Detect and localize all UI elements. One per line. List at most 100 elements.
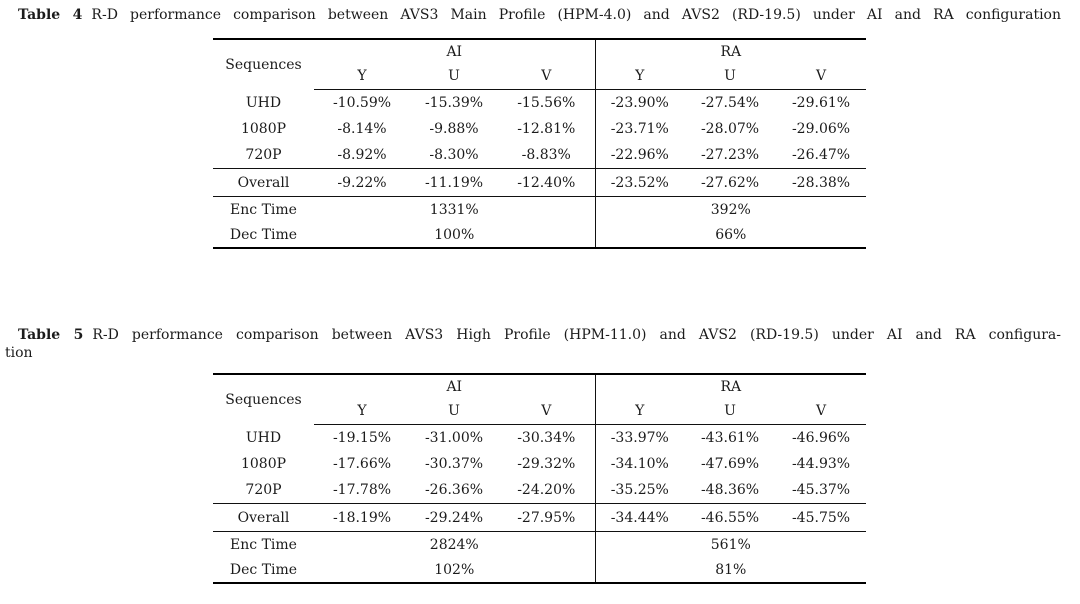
table-row-dec-time: Dec Time 102% 81% [213, 557, 867, 583]
table5-caption-text: R-D performance comparison between AVS3 … [92, 327, 1062, 343]
col-header-sequences: Sequences [225, 391, 302, 408]
table-row-dec-time: Dec Time 100% 66% [213, 222, 867, 248]
value-cell: -28.38% [776, 168, 867, 197]
value-cell: -23.52% [594, 168, 685, 197]
table-row-uhd: UHD -10.59% -15.39% -15.56% -23.90% -27.… [213, 89, 866, 116]
table-row-720p: 720P -8.92% -8.30% -8.83% -22.96% -27.23… [213, 142, 866, 169]
table4-caption-label: Table 4 [18, 7, 83, 23]
col-header-ai-u: U [410, 398, 498, 425]
col-header-ra-u: U [684, 398, 777, 425]
value-cell: -29.32% [517, 456, 576, 472]
value-cell: -30.37% [424, 456, 484, 472]
value-cell: -22.96% [594, 142, 685, 169]
col-header-ai-v: V [498, 398, 596, 425]
value-cell: -12.40% [498, 168, 596, 197]
value-cell: -43.61% [700, 430, 760, 446]
value-cell: 66% [594, 222, 867, 248]
value-cell: -11.19% [410, 168, 498, 197]
col-group-ai: AI [446, 378, 463, 395]
row-label: 720P [245, 482, 282, 498]
col-header-ra-v: V [776, 63, 867, 90]
value-cell: -27.54% [700, 95, 760, 111]
value-cell: -45.75% [776, 503, 867, 532]
value-cell: 1331% [429, 201, 479, 218]
value-cell: -24.20% [517, 482, 576, 498]
value-cell: -18.19% [314, 503, 410, 532]
value-cell: -27.23% [700, 147, 760, 163]
value-cell: -12.81% [517, 121, 576, 137]
table-row-720p: 720P -17.78% -26.36% -24.20% -35.25% -48… [213, 477, 866, 504]
value-cell: -33.97% [594, 424, 685, 451]
value-cell: -8.83% [521, 147, 571, 163]
row-label: 720P [245, 147, 282, 163]
col-header-sequences: Sequences [225, 56, 302, 73]
value-cell: -8.30% [429, 147, 479, 163]
value-cell: -8.92% [337, 147, 387, 163]
value-cell: -44.93% [791, 456, 851, 472]
value-cell: -9.22% [314, 168, 410, 197]
value-cell: -8.14% [337, 121, 387, 137]
table-row-overall: Overall -9.22% -11.19% -12.40% -23.52% -… [213, 168, 867, 197]
row-label: 1080P [240, 456, 287, 472]
table-row-uhd: UHD -19.15% -31.00% -30.34% -33.97% -43.… [213, 424, 866, 451]
table4-caption: Table 4 R-D performance comparison betwee… [5, 6, 1061, 24]
value-cell: 392% [594, 196, 867, 222]
col-header-ra-y: Y [594, 398, 685, 425]
col-header-ra-y: Y [594, 63, 685, 90]
value-cell: -46.96% [791, 430, 851, 446]
value-cell: -48.36% [700, 482, 760, 498]
value-cell: -35.25% [594, 477, 685, 504]
value-cell: -27.62% [684, 168, 777, 197]
table5-caption-line2: tion [5, 345, 33, 361]
value-cell: -26.47% [791, 147, 851, 163]
value-cell: -34.10% [594, 451, 685, 477]
col-header-ai-y: Y [314, 63, 410, 90]
col-group-ra: RA [594, 374, 867, 398]
row-label: Enc Time [230, 201, 297, 218]
value-cell: -15.39% [424, 95, 484, 111]
row-label: Overall [213, 168, 314, 197]
table-row-1080p: 1080P -8.14% -9.88% -12.81% -23.71% -28.… [213, 116, 866, 142]
value-cell: 102% [434, 561, 475, 578]
value-cell: -9.88% [429, 121, 479, 137]
value-cell: -10.59% [332, 95, 392, 111]
table-row-1080p: 1080P -17.66% -30.37% -29.32% -34.10% -4… [213, 451, 866, 477]
table-row-overall: Overall -18.19% -29.24% -27.95% -34.44% … [213, 503, 867, 532]
table5: Sequences AI RA Y U V Y U V UHD -19.15% … [213, 373, 867, 584]
row-label: Enc Time [230, 536, 297, 553]
value-cell: -45.37% [791, 482, 851, 498]
row-label: UHD [245, 94, 282, 111]
value-cell: -47.69% [700, 456, 760, 472]
table-row-enc-time: Enc Time 1331% 392% [213, 196, 867, 222]
col-header-ai-v: V [498, 63, 596, 90]
row-label: Dec Time [229, 226, 298, 243]
col-header-ra-v: V [776, 398, 867, 425]
row-label: 1080P [240, 121, 287, 137]
col-group-ai: AI [446, 43, 463, 60]
value-cell: -27.95% [498, 503, 596, 532]
table5-header-subcol-row: Y U V Y U V [213, 398, 867, 425]
value-cell: -23.71% [594, 116, 685, 142]
value-cell: -17.66% [332, 456, 392, 472]
value-cell: -34.44% [594, 503, 685, 532]
row-label: UHD [245, 429, 282, 446]
table4-header-subcol-row: Y U V Y U V [213, 63, 867, 90]
col-header-ra-u: U [684, 63, 777, 90]
value-cell: -17.78% [332, 482, 392, 498]
value-cell: -28.07% [700, 121, 760, 137]
table5-caption: Table 5 R-D performance comparison betwee… [5, 326, 1061, 344]
value-cell: 81% [594, 557, 867, 583]
value-cell: -30.34% [517, 430, 576, 446]
value-cell: -29.61% [791, 95, 851, 111]
table4-caption-text: R-D performance comparison between AVS3 … [91, 7, 1061, 23]
value-cell: -29.24% [410, 503, 498, 532]
value-cell: -26.36% [424, 482, 484, 498]
value-cell: -19.15% [332, 430, 392, 446]
value-cell: 561% [594, 531, 867, 557]
col-header-ai-u: U [410, 63, 498, 90]
col-header-ai-y: Y [314, 398, 410, 425]
table4-header-group-row: Sequences AI RA [213, 39, 867, 73]
value-cell: -29.06% [791, 121, 851, 137]
value-cell: -46.55% [684, 503, 777, 532]
